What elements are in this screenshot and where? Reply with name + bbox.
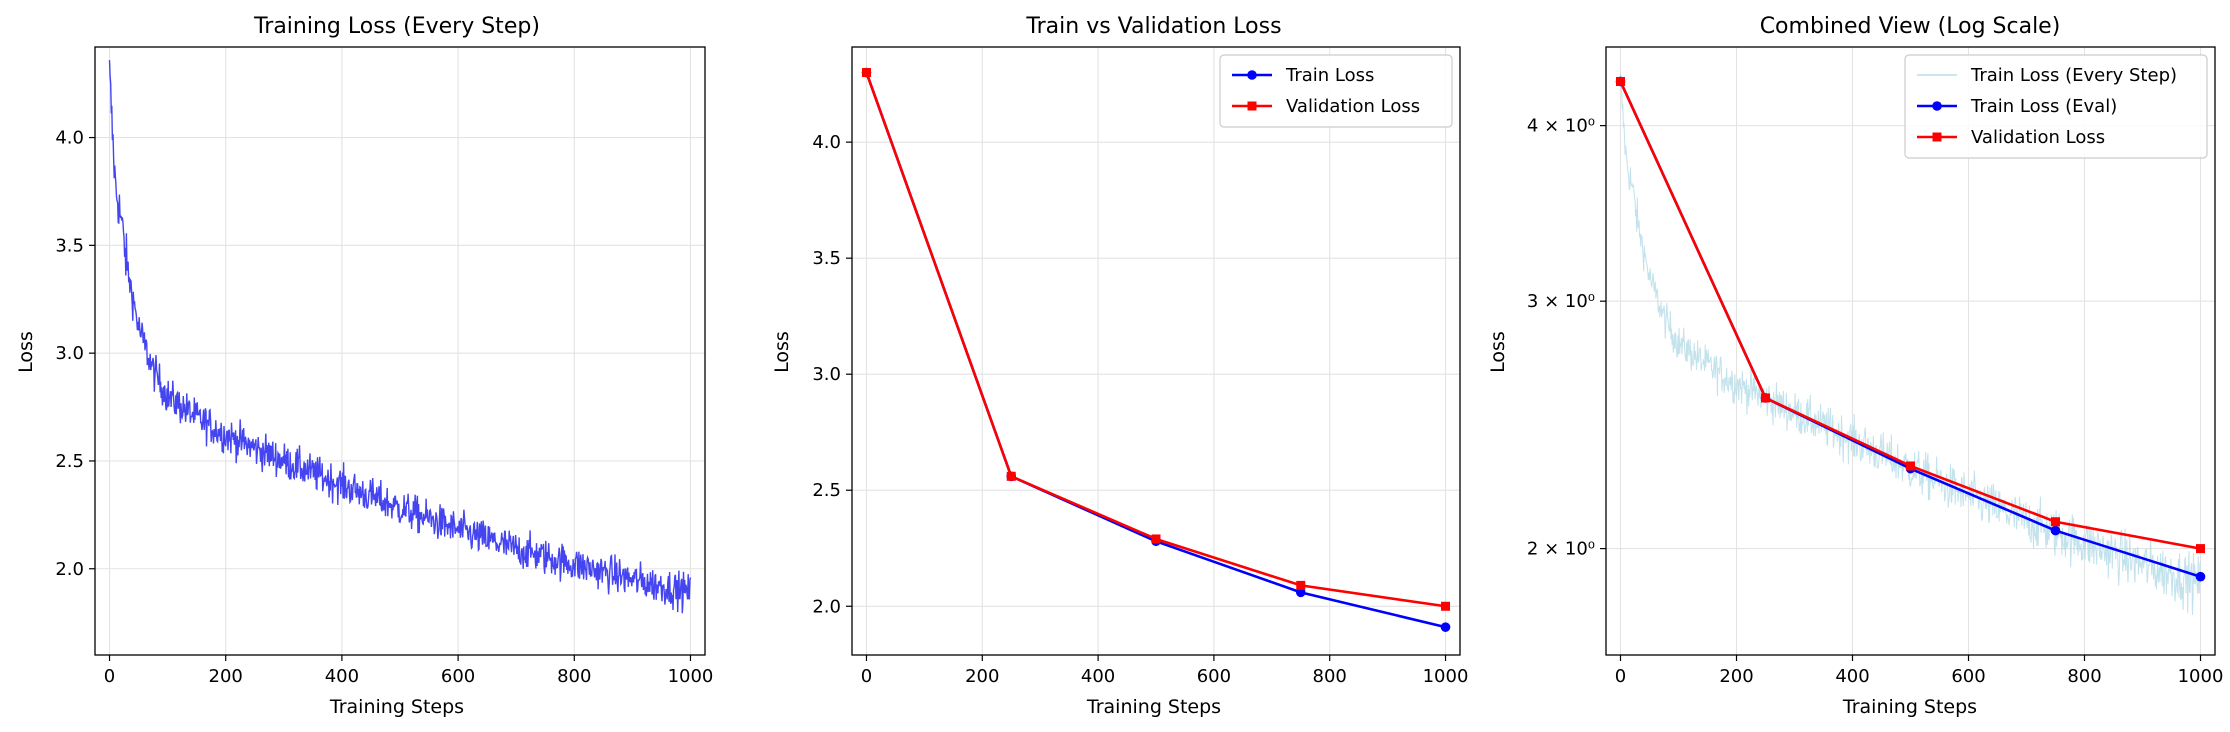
chart-title: Train vs Validation Loss bbox=[1025, 14, 1281, 39]
legend-item: Validation Loss bbox=[1917, 127, 2105, 148]
y-tick-label: 4 × 10⁰ bbox=[1527, 116, 1595, 137]
x-tick-label: 0 bbox=[861, 666, 872, 687]
data-point bbox=[1295, 587, 1306, 598]
y-tick-label: 2.0 bbox=[55, 559, 84, 580]
y-tick-label: 3 × 10⁰ bbox=[1527, 291, 1595, 312]
x-tick-label: 1000 bbox=[2178, 666, 2224, 687]
data-point bbox=[2050, 525, 2061, 536]
x-tick-label: 800 bbox=[2067, 666, 2101, 687]
y-tick-label: 4.0 bbox=[55, 128, 84, 149]
data-point bbox=[1296, 580, 1306, 590]
x-tick-label: 1000 bbox=[668, 666, 714, 687]
data-point bbox=[1616, 76, 1625, 86]
legend-marker bbox=[1932, 101, 1942, 111]
x-axis-label: Training Steps bbox=[1086, 696, 1221, 718]
x-tick-label: 600 bbox=[1951, 666, 1985, 687]
legend-marker bbox=[1247, 70, 1257, 80]
legend-label: Train Loss (Eval) bbox=[1970, 96, 2117, 117]
x-tick-label: 400 bbox=[1081, 666, 1115, 687]
data-point bbox=[1006, 471, 1016, 481]
x-tick-label: 200 bbox=[1719, 666, 1753, 687]
series-line bbox=[108, 60, 692, 614]
y-tick-label: 3.5 bbox=[812, 248, 841, 269]
x-axis-label: Training Steps bbox=[1842, 696, 1977, 718]
legend-item: Validation Loss bbox=[1232, 96, 1420, 117]
data-point bbox=[1906, 461, 1915, 471]
axes-frame bbox=[1605, 46, 2216, 656]
x-axis-label: Training Steps bbox=[329, 696, 464, 718]
legend-box bbox=[1904, 54, 2208, 159]
chart-title: Training Loss (Every Step) bbox=[253, 14, 540, 39]
legend: Train Loss Validation Loss bbox=[1219, 54, 1453, 128]
y-tick-label: 2.5 bbox=[812, 480, 841, 501]
x-tick-label: 0 bbox=[1615, 666, 1626, 687]
panel-combined-log: Combined View (Log Scale) Training Steps… bbox=[1487, 14, 2223, 718]
y-tick-label: 2.0 bbox=[812, 596, 841, 617]
grid bbox=[95, 47, 705, 655]
legend: Train Loss (Every Step) Train Loss (Eval)… bbox=[1904, 54, 2208, 159]
axes-frame bbox=[851, 46, 1461, 656]
legend-item: Train Loss (Eval) bbox=[1917, 96, 2117, 117]
y-axis-label: Loss bbox=[15, 331, 37, 373]
y-tick-label: 3.0 bbox=[55, 343, 84, 364]
x-tick-label: 200 bbox=[209, 666, 243, 687]
series-line bbox=[1620, 73, 2201, 616]
plot-area bbox=[1615, 73, 2206, 616]
data-point bbox=[1761, 393, 1770, 403]
x-tick-label: 800 bbox=[557, 666, 591, 687]
axes-frame bbox=[94, 46, 706, 656]
legend-marker bbox=[1247, 101, 1257, 111]
legend-marker bbox=[1932, 132, 1942, 142]
y-tick-label: 2.5 bbox=[55, 451, 84, 472]
legend-label: Validation Loss bbox=[1971, 127, 2105, 148]
legend-label: Train Loss bbox=[1285, 65, 1374, 86]
data-point bbox=[1151, 534, 1161, 544]
data-point bbox=[2196, 544, 2205, 554]
x-tick-label: 400 bbox=[1835, 666, 1869, 687]
plot-area bbox=[108, 60, 692, 614]
data-point bbox=[2051, 517, 2060, 527]
chart-title: Combined View (Log Scale) bbox=[1760, 14, 2061, 39]
legend-box bbox=[1219, 54, 1453, 128]
x-tick-label: 600 bbox=[1197, 666, 1231, 687]
x-tick-label: 600 bbox=[441, 666, 475, 687]
x-tick-label: 1000 bbox=[1423, 666, 1469, 687]
plot-area bbox=[861, 67, 1451, 632]
x-tick-label: 0 bbox=[104, 666, 115, 687]
y-tick-label: 3.5 bbox=[55, 235, 84, 256]
x-tick-label: 400 bbox=[325, 666, 359, 687]
y-axis-label: Loss bbox=[1487, 331, 1509, 373]
data-point bbox=[1440, 622, 1451, 632]
series-line bbox=[865, 72, 1446, 608]
y-axis-label: Loss bbox=[771, 331, 793, 373]
y-tick-label: 2 × 10⁰ bbox=[1527, 539, 1595, 560]
panel-training-loss: Training Loss (Every Step) Training Step… bbox=[15, 14, 713, 718]
legend-label: Validation Loss bbox=[1286, 96, 1420, 117]
legend-item: Train Loss (Every Step) bbox=[1917, 65, 2177, 86]
panel-train-vs-validation: Train vs Validation Loss Training Steps … bbox=[771, 14, 1468, 718]
data-point bbox=[2195, 571, 2206, 582]
data-point bbox=[1441, 601, 1451, 611]
x-tick-label: 800 bbox=[1313, 666, 1347, 687]
data-point bbox=[861, 68, 871, 78]
x-tick-label: 200 bbox=[965, 666, 999, 687]
legend-item: Train Loss bbox=[1232, 65, 1374, 86]
y-tick-label: 4.0 bbox=[812, 132, 841, 153]
y-tick-label: 3.0 bbox=[812, 364, 841, 385]
grid bbox=[852, 47, 1460, 655]
legend-label: Train Loss (Every Step) bbox=[1970, 65, 2177, 86]
